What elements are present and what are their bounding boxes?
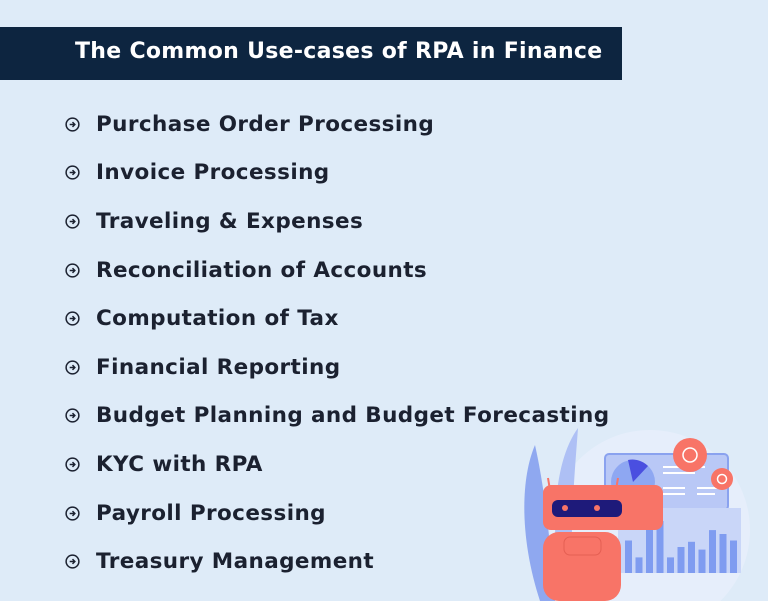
circle-arrow-right-icon [65,457,80,472]
bar [667,557,674,573]
list-item-label: Treasury Management [96,549,375,575]
bar [625,540,632,573]
circle-arrow-right-icon [65,117,80,132]
list-item-label: Computation of Tax [96,306,339,332]
circle-arrow-right-icon [65,165,80,181]
circle-arrow-right-icon [65,360,80,375]
bar [677,547,685,573]
circle-arrow-right-icon [65,262,80,278]
gear-icon [673,438,707,472]
circle-arrow-right-icon [65,554,80,569]
list-item-label: Traveling & Expenses [96,208,364,234]
list-item: Reconciliation of Accounts [64,246,610,295]
list-item: Financial Reporting [64,343,610,392]
list-item: Computation of Tax [64,294,610,343]
list-item: Purchase Order Processing [64,100,610,149]
list-item-label: Payroll Processing [96,500,326,526]
circle-arrow-right-icon [65,408,80,423]
bar [730,540,737,573]
use-case-list: Purchase Order Processing Invoice Process… [64,100,610,586]
list-item-label: KYC with RPA [96,451,263,477]
circle-arrow-right-icon [65,311,80,326]
robot-illustration [524,428,750,601]
bar [646,528,653,573]
list-item-label: Invoice Processing [96,160,330,186]
bar [709,530,716,573]
list-item: Traveling & Expenses [64,197,610,246]
list-item: KYC with RPA [64,440,610,489]
list-item-label: Budget Planning and Budget Forecasting [96,403,610,429]
gear-icon [711,468,733,490]
list-item-label: Purchase Order Processing [96,111,435,137]
bar [635,557,643,573]
list-item: Budget Planning and Budget Forecasting [64,392,610,441]
page-title: The Common Use-cases of RPA in Finance [75,39,603,64]
list-item: Payroll Processing [64,489,610,538]
title-banner: The Common Use-cases of RPA in Finance [0,27,622,80]
list-item-label: Financial Reporting [96,354,341,380]
list-item: Invoice Processing [64,149,610,198]
circle-arrow-right-icon [65,505,80,521]
bar [688,541,695,573]
robot-body-icon [543,532,621,601]
circle-arrow-right-icon [65,214,80,229]
list-item: Treasury Management [64,537,610,586]
bar [719,534,727,573]
bar [698,549,706,573]
bar [656,521,664,573]
list-item-label: Reconciliation of Accounts [96,257,428,283]
